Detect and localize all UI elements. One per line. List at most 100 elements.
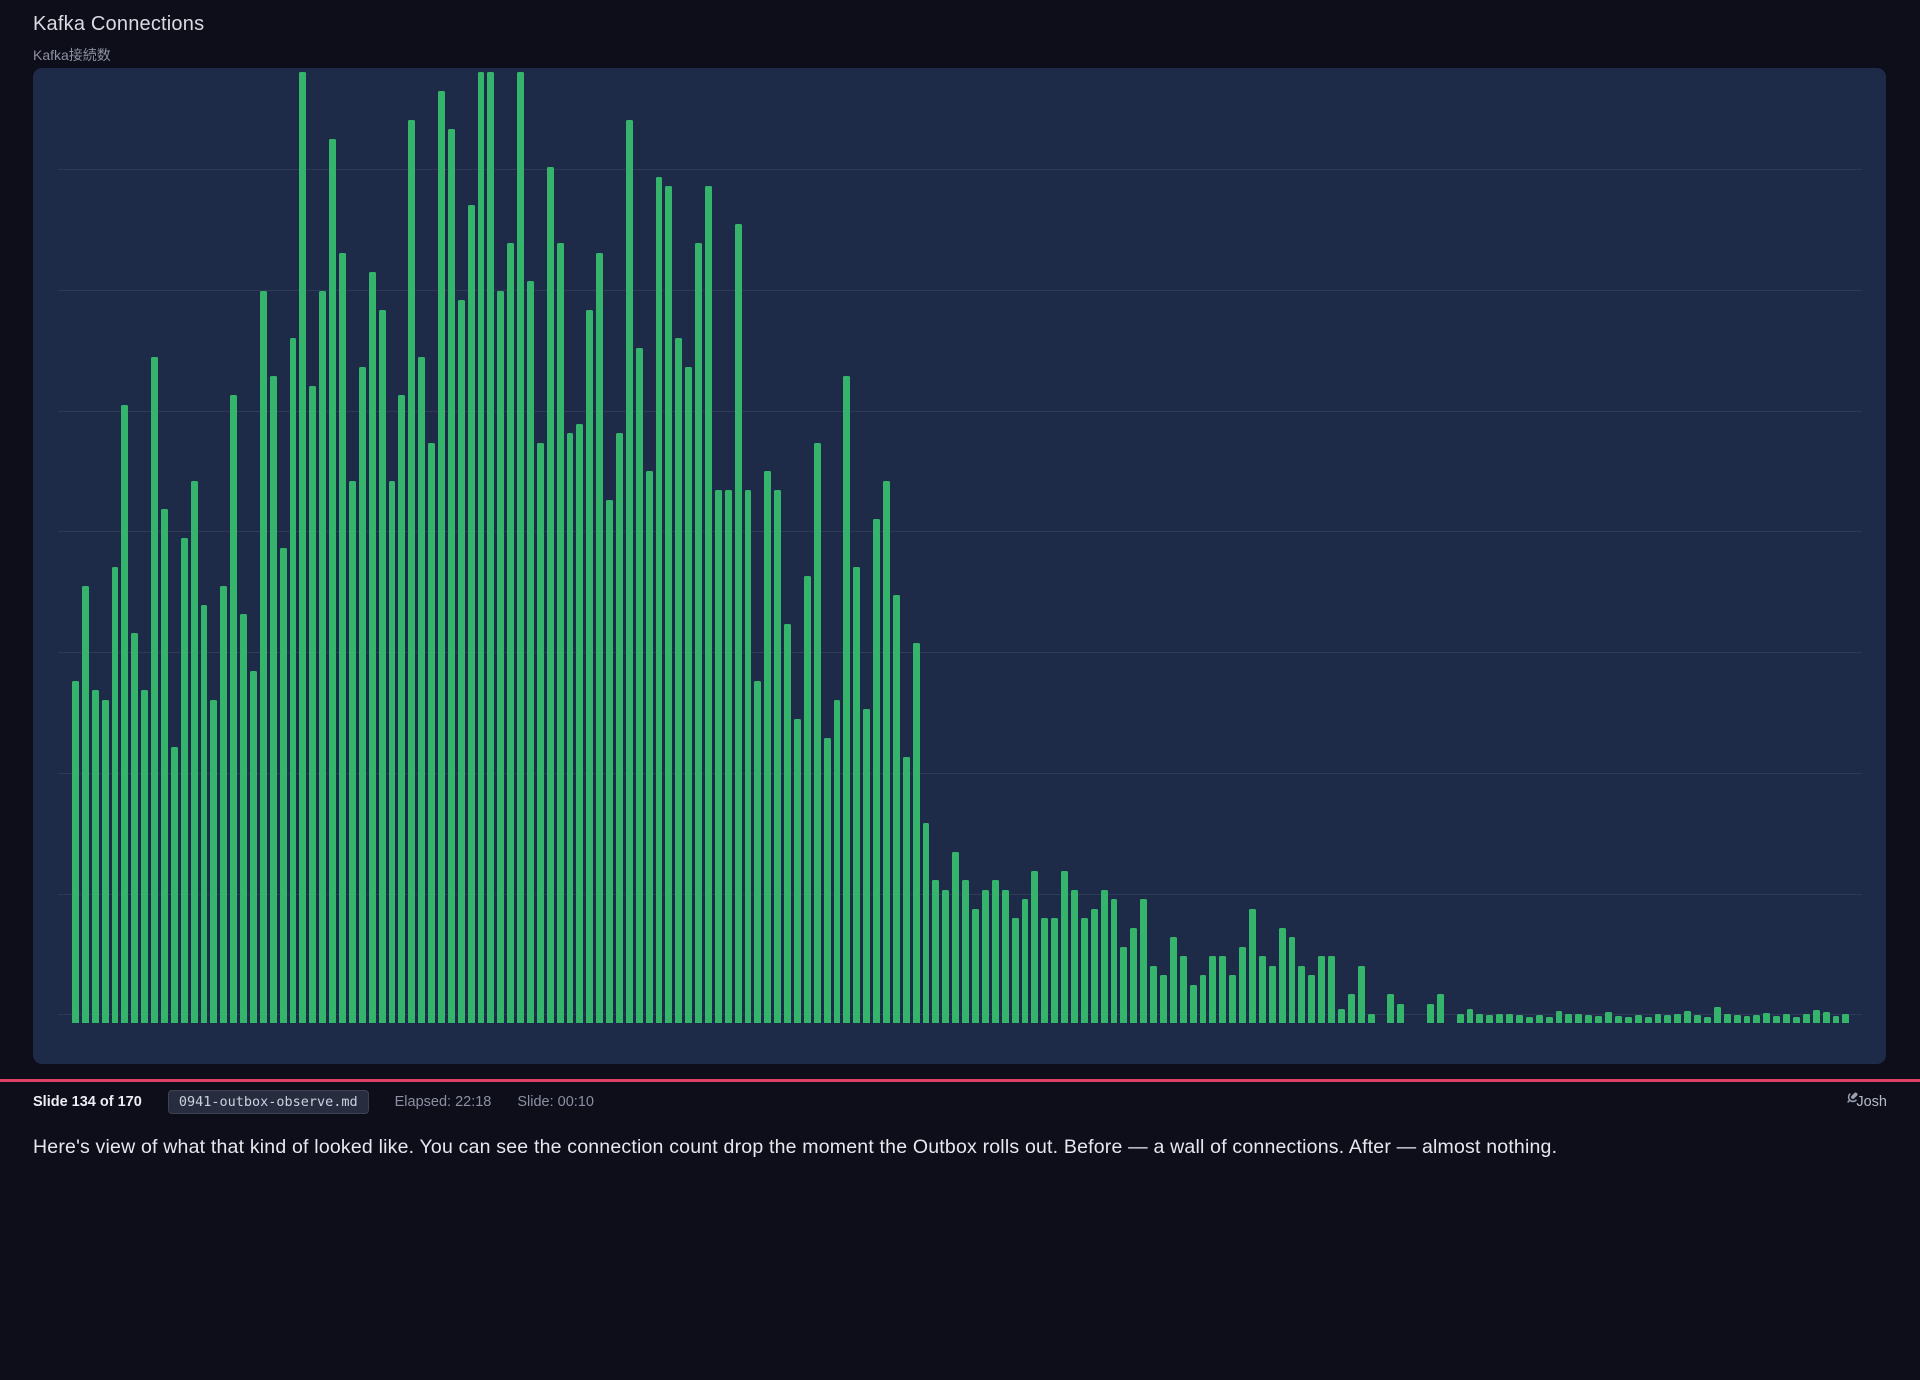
speaker-notes: Here's view of what that kind of looked …: [33, 1136, 1558, 1158]
connection-count-bar: [1654, 1013, 1662, 1023]
connection-count-bar: [299, 72, 307, 1023]
connection-count-bar: [348, 480, 356, 1023]
connection-count-bar: [991, 880, 999, 1023]
connection-count-bar: [408, 119, 416, 1023]
connection-count-bar: [1506, 1013, 1514, 1023]
connection-count-bar: [309, 385, 317, 1023]
connection-count-bar: [1070, 889, 1078, 1023]
connection-count-bar: [1110, 899, 1118, 1023]
connection-count-bar: [625, 119, 633, 1023]
connection-count-bar: [1743, 1016, 1751, 1023]
connection-count-bar: [358, 366, 366, 1023]
connection-count-bar: [131, 633, 139, 1023]
connection-count-bar: [447, 129, 455, 1023]
connection-count-bar: [1387, 994, 1395, 1023]
connection-count-bar: [1338, 1008, 1345, 1023]
connection-count-bar: [754, 680, 762, 1023]
connection-count-bar: [1120, 946, 1128, 1023]
connection-count-bar: [714, 490, 722, 1023]
connection-count-bar: [319, 290, 327, 1023]
connection-count-bar: [734, 224, 742, 1023]
gridline: [58, 168, 1862, 170]
gridline: [58, 289, 1862, 291]
connection-count-bar: [902, 756, 910, 1023]
connection-count-bar: [477, 72, 485, 1023]
connection-count-bar: [981, 889, 989, 1023]
connection-count-bar: [1248, 908, 1256, 1023]
slide-time: Slide: 00:10: [517, 1094, 594, 1110]
connection-count-bar: [259, 290, 267, 1023]
connection-count-bar: [279, 547, 287, 1023]
connection-count-bar: [1397, 1003, 1405, 1023]
connection-count-bar: [853, 566, 861, 1023]
connection-count-bar: [1525, 1017, 1533, 1023]
connection-count-bar: [170, 747, 178, 1023]
connection-count-bar: [1179, 956, 1187, 1023]
connection-count-bar: [1268, 965, 1276, 1023]
connection-count-bar: [1713, 1006, 1721, 1023]
connection-count-bar: [1427, 1003, 1434, 1023]
gridline: [58, 772, 1862, 774]
connection-count-bar: [1051, 918, 1059, 1023]
connection-count-bar: [1832, 1016, 1840, 1023]
connection-count-bar: [892, 595, 900, 1023]
connection-count-bar: [655, 176, 663, 1023]
connection-count-bar: [81, 585, 89, 1023]
gridline: [58, 893, 1862, 895]
connection-count-bar: [1644, 1017, 1652, 1023]
connection-count-bar: [1694, 1015, 1701, 1023]
connection-count-bar: [833, 699, 841, 1023]
status-bar-left: Slide 134 of 170 0941-outbox-observe.md …: [33, 1090, 594, 1114]
connection-count-bar: [566, 433, 574, 1023]
connection-count-bar: [1209, 956, 1217, 1023]
connection-count-bar: [1792, 1017, 1800, 1023]
connection-count-bar: [1723, 1014, 1731, 1023]
connection-count-bar: [1624, 1017, 1632, 1023]
presenter-name: Josh: [1856, 1094, 1887, 1110]
connection-count-bar: [507, 243, 515, 1023]
connection-count-bar: [615, 433, 623, 1023]
connection-count-bar: [1318, 956, 1326, 1023]
connection-count-bar: [744, 490, 752, 1023]
connection-count-bar: [675, 338, 683, 1023]
connection-count-bar: [695, 243, 702, 1023]
connection-count-bar: [1773, 1016, 1781, 1023]
connection-count-bar: [428, 442, 435, 1023]
connection-count-bar: [180, 538, 188, 1023]
connection-count-bar: [922, 823, 930, 1023]
connection-count-bar: [546, 167, 554, 1023]
connection-count-bar: [1278, 927, 1286, 1023]
connection-count-bar: [269, 376, 277, 1023]
connection-count-bar: [398, 395, 406, 1023]
connection-count-bar: [1199, 975, 1207, 1023]
connection-count-bar: [1664, 1015, 1672, 1023]
connection-count-bar: [1565, 1013, 1573, 1023]
connection-count-bar: [596, 252, 604, 1023]
connection-count-bar: [1842, 1014, 1850, 1023]
connection-count-bar: [437, 91, 445, 1023]
connection-count-bar: [952, 851, 960, 1023]
connection-count-bar: [1605, 1011, 1612, 1023]
connection-count-bar: [1634, 1015, 1642, 1023]
connection-count-bar: [517, 72, 524, 1023]
connection-count-bar: [1130, 927, 1138, 1023]
connection-count-bar: [873, 518, 881, 1023]
connection-count-bar: [1466, 1008, 1474, 1023]
connection-count-bar: [972, 908, 979, 1023]
slide-file-badge: 0941-outbox-observe.md: [167, 1090, 369, 1114]
connection-count-bar: [764, 471, 772, 1023]
connection-count-bar: [230, 395, 238, 1023]
connection-count-bar: [1288, 937, 1296, 1023]
connection-count-bar: [774, 490, 782, 1023]
connection-count-bar: [813, 442, 821, 1023]
bar-series: [72, 72, 1850, 1023]
connection-count-bar: [1140, 899, 1148, 1023]
connection-count-bar: [1545, 1017, 1553, 1023]
connection-count-bar: [1298, 965, 1306, 1023]
connection-count-bar: [1021, 899, 1029, 1023]
connection-count-bar: [339, 252, 346, 1023]
connection-count-bar: [210, 699, 218, 1023]
status-divider-line: [0, 1079, 1920, 1082]
connection-count-bar: [1436, 994, 1444, 1023]
connection-count-bar: [1258, 956, 1266, 1023]
